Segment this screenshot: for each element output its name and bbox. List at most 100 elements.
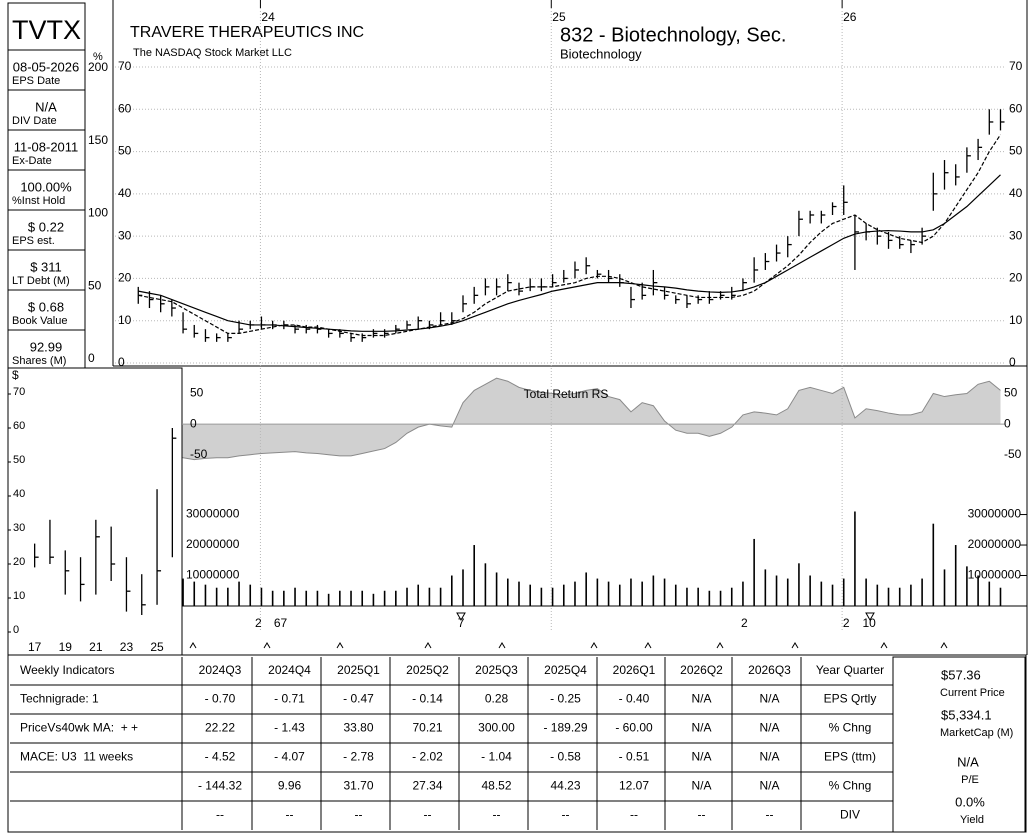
long-term-y-tick-label: 60 [13, 420, 25, 432]
table-header: 2024Q4 [268, 663, 311, 677]
summary-label: Yield [960, 814, 984, 826]
table-cell: 44.23 [550, 779, 580, 793]
volume-tick-label: 10000000 [186, 568, 240, 582]
table-cell: - 60.00 [615, 721, 653, 735]
volume-tick-label-right: 30000000 [968, 507, 1022, 521]
rs-title: Total Return RS [524, 387, 609, 401]
y-tick-label-right: 20 [1009, 271, 1023, 285]
fundamental-value: 08-05-2026 [13, 59, 80, 74]
table-cell: - 0.58 [550, 750, 581, 764]
industry: Biotechnology [560, 46, 642, 61]
event-label: 67 [274, 616, 288, 630]
table-cell: - 2.78 [343, 750, 374, 764]
table-cell: - 0.70 [205, 692, 236, 706]
long-term-y-tick-label: 20 [13, 556, 25, 568]
event-arrow [865, 612, 875, 622]
fundamental-label: EPS Date [12, 75, 60, 87]
marker-caret [880, 642, 888, 649]
table-cell: - 0.40 [619, 692, 650, 706]
table-header: 2025Q4 [544, 663, 587, 677]
event-label: 10 [862, 616, 876, 630]
fundamental-value: $ 0.68 [28, 299, 64, 314]
y-tick-label: 50 [118, 144, 132, 158]
summary-value: $5,334.1 [941, 707, 992, 722]
table-cell: - 144.32 [198, 779, 242, 793]
marker-caret [716, 642, 724, 649]
table-cell: -- [216, 808, 224, 822]
table-cell: - 0.47 [343, 692, 374, 706]
fundamental-value: $ 0.22 [28, 219, 64, 234]
table-cell: -- [698, 808, 706, 822]
table-cell: - 0.25 [550, 692, 581, 706]
y-tick-label: 30 [118, 228, 132, 242]
summary-value: $57.36 [941, 667, 981, 682]
percent-tick-label: 100 [88, 206, 108, 220]
table-cell: - 0.51 [619, 750, 650, 764]
table-cell: -- [286, 808, 294, 822]
row-measure: % Chng [829, 721, 872, 735]
marker-caret [590, 642, 598, 649]
long-term-y-tick-label: 40 [13, 488, 25, 500]
table-header: 2026Q3 [748, 663, 791, 677]
percent-scale-label: % [93, 51, 103, 63]
table-header: Weekly Indicators [20, 663, 114, 677]
fundamental-label: DIV Date [12, 115, 57, 127]
summary-label: P/E [961, 774, 979, 786]
y-tick-label-right: 0 [1009, 355, 1016, 369]
y-tick-label: 70 [118, 59, 132, 73]
table-cell: -- [355, 808, 363, 822]
long-term-y-tick-label: 10 [13, 590, 25, 602]
table-cell: - 189.29 [543, 721, 587, 735]
table-header: Year Quarter [816, 663, 884, 677]
table-cell: 300.00 [478, 721, 515, 735]
rs-tick-label: 0 [190, 416, 197, 430]
summary-label: MarketCap (M) [940, 727, 1013, 739]
x-tick-label: 26 [843, 10, 857, 24]
row-measure: DIV [840, 808, 860, 822]
percent-tick-label: 0 [88, 351, 95, 365]
row-label: PriceVs40wk MA: + + [20, 721, 138, 735]
volume-tick-label-right: 10000000 [968, 568, 1022, 582]
rs-tick-label: -50 [190, 447, 208, 461]
table-cell: - 1.43 [274, 721, 305, 735]
table-cell: N/A [759, 692, 779, 706]
long-term-y-tick-label: 30 [13, 522, 25, 534]
rs-line [182, 377, 1001, 461]
percent-tick-label: 150 [88, 133, 108, 147]
fundamental-label: Ex-Date [12, 155, 52, 167]
summary-label: Current Price [940, 687, 1005, 699]
table-cell: N/A [691, 779, 711, 793]
fundamental-value: 11-08-2011 [14, 139, 79, 154]
row-label: MACE: U3 11 weeks [20, 750, 133, 764]
long-term-y-tick-label: 50 [13, 454, 25, 466]
marker-caret [263, 642, 271, 649]
moving-average [138, 174, 1001, 332]
event-label: 2 [741, 616, 748, 630]
summary-value: 0.0% [955, 794, 985, 809]
table-cell: 70.21 [412, 721, 442, 735]
table-cell: -- [493, 808, 501, 822]
marker-caret [644, 642, 652, 649]
fundamental-value: 92.99 [30, 339, 63, 354]
table-cell: - 2.02 [412, 750, 443, 764]
marker-caret [791, 642, 799, 649]
y-tick-label-right: 10 [1009, 313, 1023, 327]
marker-caret [189, 642, 197, 649]
table-cell: 22.22 [205, 721, 235, 735]
table-cell: 48.52 [481, 779, 511, 793]
row-measure: EPS (ttm) [824, 750, 876, 764]
percent-tick-label: 50 [88, 278, 102, 292]
fundamental-value: $ 311 [30, 259, 62, 274]
volume-tick-label-right: 20000000 [968, 537, 1022, 551]
y-tick-label: 0 [118, 355, 125, 369]
y-tick-label: 40 [118, 186, 132, 200]
percent-tick-label: 200 [88, 60, 108, 74]
rs-tick-label: 50 [190, 386, 204, 400]
table-cell: 0.28 [485, 692, 509, 706]
x-tick-label: 24 [261, 10, 275, 24]
rs-tick-label-right: 0 [1004, 416, 1011, 430]
table-cell: N/A [691, 692, 711, 706]
table-header: 2026Q2 [680, 663, 723, 677]
long-term-chart-frame [7, 367, 183, 656]
row-measure: % Chng [829, 779, 872, 793]
